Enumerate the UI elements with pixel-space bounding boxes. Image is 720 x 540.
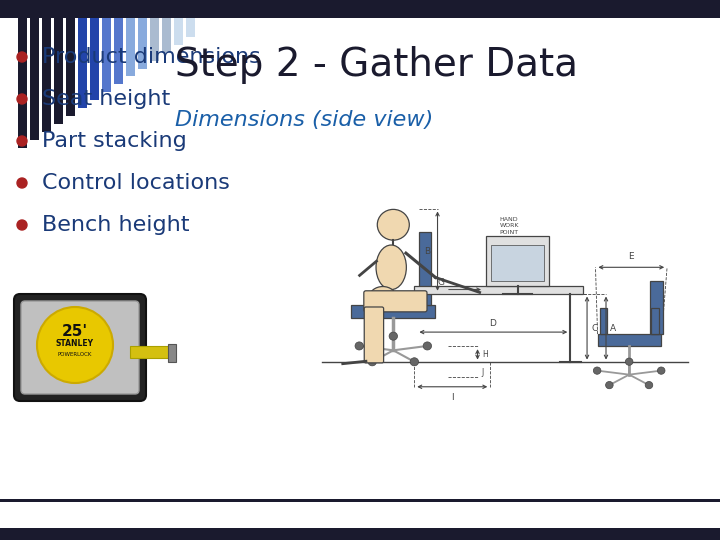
Ellipse shape	[369, 287, 397, 309]
Text: 25': 25'	[62, 325, 88, 340]
Text: C: C	[591, 323, 598, 333]
Text: HAND
WORK
POINT: HAND WORK POINT	[500, 217, 519, 235]
Circle shape	[17, 178, 27, 188]
Circle shape	[657, 367, 665, 374]
Text: B: B	[424, 247, 430, 255]
Bar	[30, 18, 39, 140]
FancyBboxPatch shape	[14, 294, 146, 401]
Text: A: A	[611, 323, 616, 333]
Text: Part stacking: Part stacking	[42, 131, 186, 151]
Circle shape	[17, 94, 27, 104]
Bar	[418, 232, 431, 305]
Bar	[114, 18, 123, 84]
Text: I: I	[451, 393, 454, 402]
Circle shape	[606, 381, 613, 389]
Circle shape	[368, 357, 377, 366]
Text: Product dimensions: Product dimensions	[42, 47, 261, 67]
Text: Dimensions (side view): Dimensions (side view)	[175, 110, 433, 130]
Circle shape	[17, 220, 27, 230]
Text: Step 2 - Gather Data: Step 2 - Gather Data	[175, 46, 578, 84]
FancyBboxPatch shape	[364, 307, 384, 363]
Bar	[66, 18, 75, 116]
Bar	[102, 18, 111, 92]
Bar	[415, 286, 583, 294]
Bar	[598, 334, 661, 346]
Text: H: H	[482, 350, 487, 359]
FancyBboxPatch shape	[364, 291, 427, 312]
Text: STANLEY: STANLEY	[56, 340, 94, 348]
Text: POWERLOCK: POWERLOCK	[58, 352, 92, 356]
Bar	[162, 18, 171, 53]
Bar	[351, 305, 436, 318]
Circle shape	[17, 136, 27, 146]
Bar	[650, 281, 663, 334]
Text: D: D	[489, 319, 495, 328]
Bar	[0, 528, 720, 540]
Bar	[130, 346, 170, 358]
Circle shape	[593, 367, 601, 374]
Ellipse shape	[376, 245, 406, 289]
Bar	[54, 18, 63, 124]
Bar	[600, 308, 607, 334]
Circle shape	[37, 307, 113, 383]
Bar	[126, 18, 135, 76]
Text: E: E	[629, 252, 634, 261]
Bar	[491, 245, 544, 281]
Bar	[90, 18, 99, 100]
Text: F: F	[374, 301, 379, 310]
Bar	[0, 499, 720, 502]
Bar	[0, 0, 720, 18]
Text: Control locations: Control locations	[42, 173, 230, 193]
Circle shape	[626, 358, 633, 366]
Circle shape	[389, 332, 397, 340]
Bar	[186, 18, 195, 37]
Bar	[486, 235, 549, 286]
Circle shape	[423, 342, 431, 350]
Circle shape	[377, 210, 409, 240]
Bar	[168, 344, 176, 362]
Text: Seat height: Seat height	[42, 89, 170, 109]
Text: G: G	[438, 278, 445, 287]
Bar	[78, 18, 87, 108]
Circle shape	[17, 52, 27, 62]
Text: J: J	[482, 368, 484, 377]
Bar	[138, 18, 147, 69]
Bar	[18, 18, 27, 148]
Bar	[42, 18, 51, 132]
Bar	[174, 18, 183, 45]
Circle shape	[355, 342, 364, 350]
Bar	[150, 18, 159, 61]
Circle shape	[645, 381, 653, 389]
FancyBboxPatch shape	[21, 301, 139, 394]
Bar	[651, 308, 659, 334]
Circle shape	[410, 357, 418, 366]
Text: Bench height: Bench height	[42, 215, 189, 235]
